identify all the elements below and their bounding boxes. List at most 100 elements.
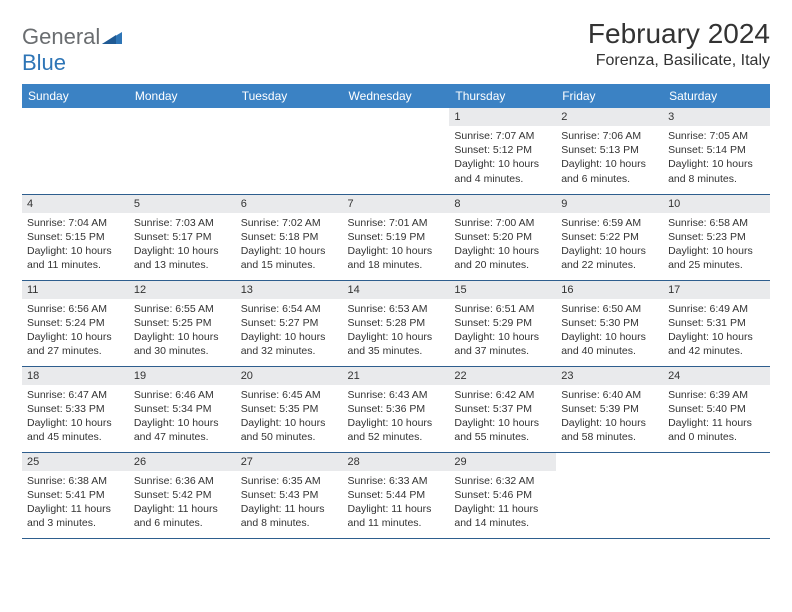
day-details: Sunrise: 7:04 AMSunset: 5:15 PMDaylight:…	[22, 213, 129, 277]
day-number: 12	[129, 281, 236, 299]
sunrise-line: Sunrise: 6:56 AM	[27, 302, 124, 316]
day-number: 19	[129, 367, 236, 385]
sunrise-line: Sunrise: 6:58 AM	[668, 216, 765, 230]
calendar-day-cell: 14Sunrise: 6:53 AMSunset: 5:28 PMDayligh…	[343, 280, 450, 366]
calendar-body: 1Sunrise: 7:07 AMSunset: 5:12 PMDaylight…	[22, 108, 770, 538]
daylight-line: Daylight: 11 hours and 8 minutes.	[241, 502, 338, 530]
logo: GeneralBlue	[22, 18, 122, 76]
calendar-day-cell: 4Sunrise: 7:04 AMSunset: 5:15 PMDaylight…	[22, 194, 129, 280]
page-title: February 2024	[588, 18, 770, 50]
daylight-line: Daylight: 10 hours and 27 minutes.	[27, 330, 124, 358]
daylight-line: Daylight: 11 hours and 6 minutes.	[134, 502, 231, 530]
sunrise-line: Sunrise: 6:33 AM	[348, 474, 445, 488]
sunrise-line: Sunrise: 7:01 AM	[348, 216, 445, 230]
logo-text: GeneralBlue	[22, 24, 122, 76]
sunset-line: Sunset: 5:29 PM	[454, 316, 551, 330]
day-details: Sunrise: 6:53 AMSunset: 5:28 PMDaylight:…	[343, 299, 450, 363]
calendar-day-cell: 11 Sunrise: 6:56 AMSunset: 5:24 PMDayligh…	[22, 280, 129, 366]
sunset-line: Sunset: 5:33 PM	[27, 402, 124, 416]
daylight-line: Daylight: 10 hours and 15 minutes.	[241, 244, 338, 272]
sunset-line: Sunset: 5:46 PM	[454, 488, 551, 502]
day-details: Sunrise: 7:05 AMSunset: 5:14 PMDaylight:…	[663, 126, 770, 190]
daylight-line: Daylight: 10 hours and 6 minutes.	[561, 157, 658, 185]
day-number: 28	[343, 453, 450, 471]
sunrise-line: Sunrise: 6:40 AM	[561, 388, 658, 402]
day-number: 22	[449, 367, 556, 385]
sunset-line: Sunset: 5:41 PM	[27, 488, 124, 502]
day-number: 21	[343, 367, 450, 385]
sunset-line: Sunset: 5:40 PM	[668, 402, 765, 416]
calendar-header-row: SundayMondayTuesdayWednesdayThursdayFrid…	[22, 84, 770, 108]
daylight-line: Daylight: 10 hours and 47 minutes.	[134, 416, 231, 444]
day-number: 15	[449, 281, 556, 299]
calendar-day-cell: 29Sunrise: 6:32 AMSunset: 5:46 PMDayligh…	[449, 452, 556, 538]
calendar-day-cell: 20Sunrise: 6:45 AMSunset: 5:35 PMDayligh…	[236, 366, 343, 452]
sunrise-line: Sunrise: 7:06 AM	[561, 129, 658, 143]
calendar-day-cell: 2Sunrise: 7:06 AMSunset: 5:13 PMDaylight…	[556, 108, 663, 194]
daylight-line: Daylight: 11 hours and 11 minutes.	[348, 502, 445, 530]
sunrise-line: Sunrise: 6:55 AM	[134, 302, 231, 316]
calendar-day-cell: 13Sunrise: 6:54 AMSunset: 5:27 PMDayligh…	[236, 280, 343, 366]
day-number: 2	[556, 108, 663, 126]
daylight-line: Daylight: 11 hours and 3 minutes.	[27, 502, 124, 530]
day-details: Sunrise: 7:06 AMSunset: 5:13 PMDaylight:…	[556, 126, 663, 190]
daylight-line: Daylight: 10 hours and 45 minutes.	[27, 416, 124, 444]
sunrise-line: Sunrise: 6:35 AM	[241, 474, 338, 488]
day-details: Sunrise: 7:01 AMSunset: 5:19 PMDaylight:…	[343, 213, 450, 277]
day-number: 3	[663, 108, 770, 126]
sunrise-line: Sunrise: 6:54 AM	[241, 302, 338, 316]
day-details: Sunrise: 7:03 AMSunset: 5:17 PMDaylight:…	[129, 213, 236, 277]
calendar-day-cell: 9Sunrise: 6:59 AMSunset: 5:22 PMDaylight…	[556, 194, 663, 280]
calendar-day-cell: 23Sunrise: 6:40 AMSunset: 5:39 PMDayligh…	[556, 366, 663, 452]
calendar-day-cell: 21Sunrise: 6:43 AMSunset: 5:36 PMDayligh…	[343, 366, 450, 452]
sunrise-line: Sunrise: 6:43 AM	[348, 388, 445, 402]
location-label: Forenza, Basilicate, Italy	[588, 52, 770, 70]
calendar-day-cell: 5Sunrise: 7:03 AMSunset: 5:17 PMDaylight…	[129, 194, 236, 280]
calendar-row: 4Sunrise: 7:04 AMSunset: 5:15 PMDaylight…	[22, 194, 770, 280]
day-number: 9	[556, 195, 663, 213]
day-number: 26	[129, 453, 236, 471]
day-details: Sunrise: 6:50 AMSunset: 5:30 PMDaylight:…	[556, 299, 663, 363]
calendar-empty-cell	[236, 108, 343, 194]
calendar-empty-cell	[343, 108, 450, 194]
day-details: Sunrise: 6:58 AMSunset: 5:23 PMDaylight:…	[663, 213, 770, 277]
sunset-line: Sunset: 5:43 PM	[241, 488, 338, 502]
day-details: Sunrise: 6:39 AMSunset: 5:40 PMDaylight:…	[663, 385, 770, 449]
daylight-line: Daylight: 10 hours and 18 minutes.	[348, 244, 445, 272]
calendar-day-cell: 10Sunrise: 6:58 AMSunset: 5:23 PMDayligh…	[663, 194, 770, 280]
day-number: 27	[236, 453, 343, 471]
sunrise-line: Sunrise: 6:46 AM	[134, 388, 231, 402]
logo-text-1: General	[22, 24, 100, 49]
sunrise-line: Sunrise: 6:49 AM	[668, 302, 765, 316]
sunrise-line: Sunrise: 6:42 AM	[454, 388, 551, 402]
logo-text-2: Blue	[22, 50, 66, 75]
weekday-header: Friday	[556, 84, 663, 108]
sunset-line: Sunset: 5:24 PM	[27, 316, 124, 330]
daylight-line: Daylight: 10 hours and 32 minutes.	[241, 330, 338, 358]
day-details: Sunrise: 6:45 AMSunset: 5:35 PMDaylight:…	[236, 385, 343, 449]
weekday-header: Wednesday	[343, 84, 450, 108]
sunrise-line: Sunrise: 6:59 AM	[561, 216, 658, 230]
sunset-line: Sunset: 5:12 PM	[454, 143, 551, 157]
day-details: Sunrise: 6:36 AMSunset: 5:42 PMDaylight:…	[129, 471, 236, 535]
daylight-line: Daylight: 10 hours and 4 minutes.	[454, 157, 551, 185]
sunrise-line: Sunrise: 7:03 AM	[134, 216, 231, 230]
calendar-day-cell: 7Sunrise: 7:01 AMSunset: 5:19 PMDaylight…	[343, 194, 450, 280]
day-number: 18	[22, 367, 129, 385]
day-details: Sunrise: 6:40 AMSunset: 5:39 PMDaylight:…	[556, 385, 663, 449]
day-number: 11	[22, 281, 129, 299]
daylight-line: Daylight: 10 hours and 25 minutes.	[668, 244, 765, 272]
sunrise-line: Sunrise: 7:05 AM	[668, 129, 765, 143]
weekday-header: Saturday	[663, 84, 770, 108]
day-details: Sunrise: 7:07 AMSunset: 5:12 PMDaylight:…	[449, 126, 556, 190]
day-details: Sunrise: 7:00 AMSunset: 5:20 PMDaylight:…	[449, 213, 556, 277]
sunset-line: Sunset: 5:15 PM	[27, 230, 124, 244]
daylight-line: Daylight: 10 hours and 30 minutes.	[134, 330, 231, 358]
calendar-day-cell: 16Sunrise: 6:50 AMSunset: 5:30 PMDayligh…	[556, 280, 663, 366]
day-number: 24	[663, 367, 770, 385]
daylight-line: Daylight: 10 hours and 11 minutes.	[27, 244, 124, 272]
weekday-header: Monday	[129, 84, 236, 108]
weekday-header: Sunday	[22, 84, 129, 108]
daylight-line: Daylight: 10 hours and 37 minutes.	[454, 330, 551, 358]
calendar-day-cell: 15Sunrise: 6:51 AMSunset: 5:29 PMDayligh…	[449, 280, 556, 366]
